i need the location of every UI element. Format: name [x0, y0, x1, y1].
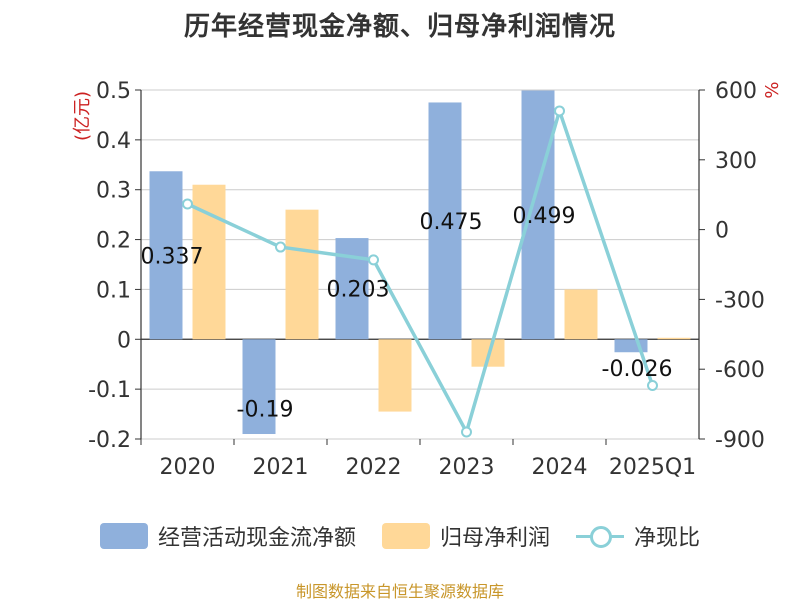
- left-tick-label: 0.5: [96, 79, 131, 104]
- right-tick-label: -300: [715, 288, 765, 313]
- line-point: [647, 379, 658, 391]
- left-tick-label: 0.1: [96, 278, 131, 303]
- line-point: [182, 198, 193, 210]
- bar-cash-flow: [614, 339, 648, 353]
- left-tick-label: 0: [117, 328, 131, 353]
- line-point: [461, 426, 472, 438]
- line-point: [275, 241, 286, 253]
- left-tick-label: -0.1: [88, 378, 131, 403]
- data-label-cash-flow: 0.203: [327, 278, 390, 303]
- data-label-cash-flow: -0.026: [602, 357, 673, 382]
- legend: 经营活动现金流净额 归母净利润 净现比: [0, 518, 800, 554]
- x-tick-label: 2023: [439, 455, 495, 480]
- line-net-cash-ratio: [186, 109, 655, 434]
- right-tick-label: -600: [715, 358, 765, 383]
- legend-label-ratio: 净现比: [634, 526, 701, 551]
- x-tick-label: 2020: [160, 455, 216, 480]
- right-tick-label: 300: [715, 149, 757, 174]
- bar-cash-flow: [242, 339, 276, 435]
- left-axis-unit: (亿元): [72, 91, 93, 141]
- x-tick-label: 2025Q1: [609, 455, 696, 480]
- legend-label-cash: 经营活动现金流净额: [157, 526, 356, 551]
- line-point: [554, 105, 565, 117]
- data-label-cash-flow: 0.499: [513, 204, 576, 229]
- x-tick-label: 2021: [253, 455, 309, 480]
- bar-net-profit: [285, 209, 319, 340]
- right-axis-unit: %: [762, 81, 783, 98]
- bar-cash-flow: [149, 171, 183, 340]
- bar-cash-flow: [428, 102, 462, 340]
- left-tick-label: -0.2: [88, 428, 131, 453]
- chart-title: 历年经营现金净额、归母净利润情况: [183, 12, 616, 42]
- bar-net-profit: [564, 289, 598, 340]
- bar-net-profit: [657, 337, 691, 340]
- left-tick-label: 0.4: [96, 129, 131, 154]
- legend-item-profit[interactable]: 归母净利润: [381, 520, 550, 552]
- legend-item-cash[interactable]: 经营活动现金流净额: [99, 520, 356, 552]
- line-point: [368, 254, 379, 266]
- source-note: 制图数据来自恒生聚源数据库: [295, 582, 504, 601]
- data-label-cash-flow: 0.475: [420, 210, 483, 235]
- data-label-cash-flow: 0.337: [141, 244, 204, 269]
- legend-swatch-cash: [99, 523, 148, 549]
- right-tick-label: 0: [715, 219, 729, 244]
- x-tick-label: 2024: [532, 455, 588, 480]
- data-label-cash-flow: -0.19: [237, 398, 294, 423]
- legend-item-ratio[interactable]: 净现比: [576, 520, 700, 552]
- legend-label-profit: 归母净利润: [439, 526, 550, 551]
- bar-net-profit: [378, 339, 412, 412]
- right-tick-label: 600: [715, 79, 757, 104]
- left-tick-label: 0.3: [96, 179, 131, 204]
- left-tick-label: 0.2: [96, 229, 131, 254]
- legend-swatch-ratio: [576, 523, 624, 549]
- bar-cash-flow: [521, 90, 555, 340]
- x-tick-label: 2022: [346, 455, 402, 480]
- legend-swatch-profit: [381, 523, 430, 549]
- right-tick-label: -900: [715, 428, 765, 453]
